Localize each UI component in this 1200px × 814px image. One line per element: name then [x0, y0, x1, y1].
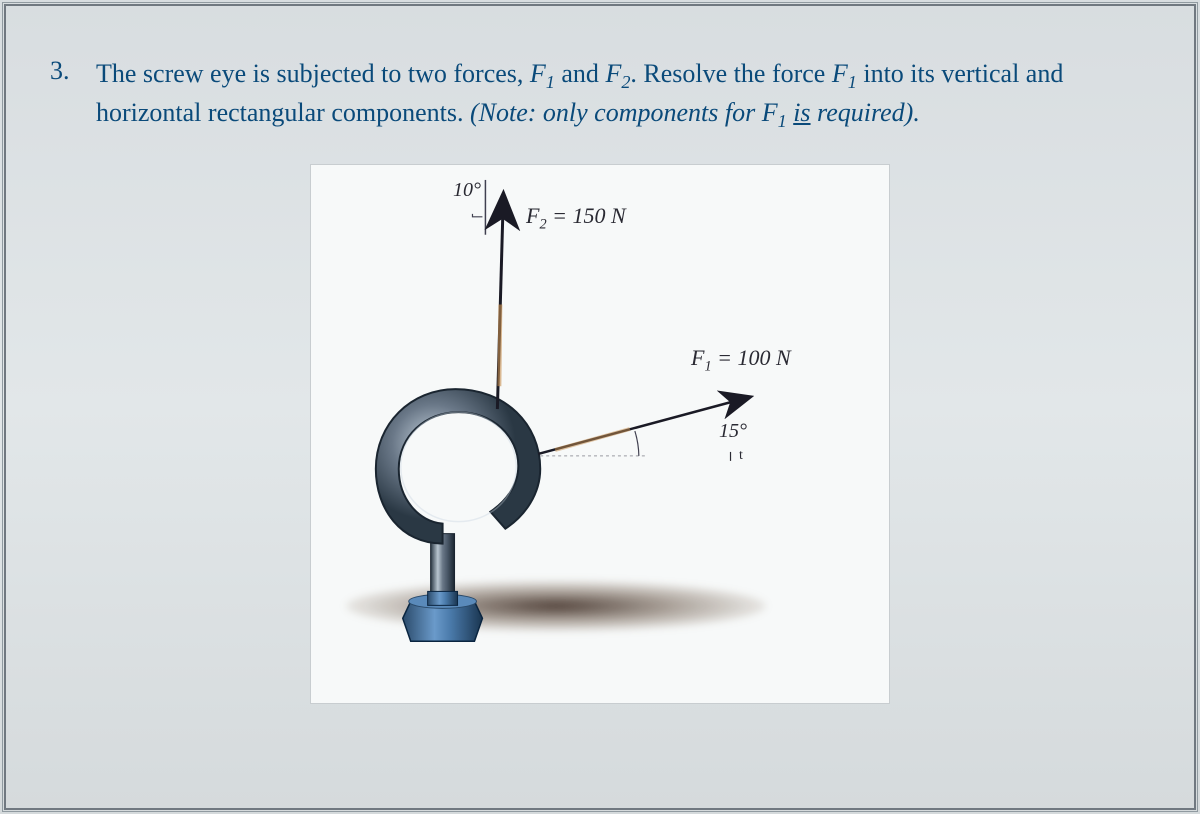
- q-note-f1: F: [762, 98, 778, 127]
- question-text: The screw eye is subjected to two forces…: [96, 56, 1150, 134]
- f2-val: = 150 N: [547, 203, 626, 228]
- q-f1-sub: 1: [546, 72, 555, 92]
- f2-sym: F: [526, 203, 539, 228]
- q-required: required).: [811, 98, 920, 127]
- f2-arrow-texture: [499, 304, 500, 386]
- f2-sub: 2: [539, 216, 546, 232]
- question-number: 3.: [50, 56, 80, 86]
- angle-ref-corner: [472, 213, 482, 216]
- screw-eye-ring: [376, 389, 540, 543]
- tick-t-label: t: [739, 448, 743, 464]
- page-container: 3. The screw eye is subjected to two for…: [0, 0, 1200, 814]
- angle-arc-f1: [635, 431, 639, 456]
- f2-annotation: F2 = 150 N: [526, 203, 626, 233]
- q-text-3: . Resolve the force: [630, 59, 831, 88]
- f1-sym: F: [691, 345, 704, 370]
- question-block: 3. The screw eye is subjected to two for…: [50, 56, 1150, 134]
- q-note-f1-sub: 1: [778, 111, 787, 131]
- f1-annotation: F1 = 100 N: [691, 345, 791, 375]
- q-text-1: The screw eye is subjected to two forces…: [96, 59, 530, 88]
- angle-f2-label: 10°: [453, 179, 481, 202]
- figure-area: 10° F2 = 150 N F1 = 100 N 15° t: [310, 164, 890, 704]
- bolt-base: [403, 591, 483, 641]
- q-f2-sym: F: [605, 59, 621, 88]
- q-f1-sub-2: 1: [848, 72, 857, 92]
- f1-arrow-texture: [555, 429, 630, 450]
- q-note-prefix: (Note: only components for: [470, 98, 762, 127]
- q-is-word: is: [793, 98, 810, 127]
- q-f1-sym: F: [530, 59, 546, 88]
- q-text-2: and: [555, 59, 606, 88]
- f1-val: = 100 N: [712, 345, 791, 370]
- q-f1-sym-2: F: [832, 59, 848, 88]
- f1-sub: 1: [704, 358, 711, 374]
- diagram-svg: [311, 165, 889, 703]
- angle-f1-label: 15°: [719, 420, 747, 443]
